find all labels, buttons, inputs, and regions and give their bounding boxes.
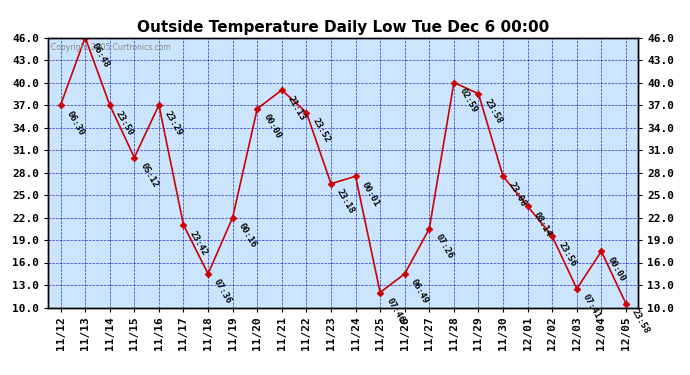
Point [375,290,386,296]
Point [448,80,460,86]
Text: 23:50: 23:50 [114,109,135,137]
Text: 23:58: 23:58 [630,308,651,336]
Point [571,286,582,292]
Text: 23:56: 23:56 [556,240,578,268]
Text: 07:26: 07:26 [433,233,455,261]
Title: Outside Temperature Daily Low Tue Dec 6 00:00: Outside Temperature Daily Low Tue Dec 6 … [137,20,549,35]
Point [424,226,435,232]
Point [546,233,558,239]
Text: 00:00: 00:00 [262,113,283,141]
Text: 00:16: 00:16 [237,222,258,249]
Text: 07:46: 07:46 [384,297,406,324]
Text: 00:00: 00:00 [606,255,627,283]
Text: 07:36: 07:36 [213,278,233,306]
Text: 00:01: 00:01 [359,180,381,208]
Text: 06:49: 06:49 [409,278,430,306]
Point [203,271,214,277]
Point [473,91,484,97]
Point [620,301,631,307]
Point [596,248,607,254]
Point [326,181,337,187]
Text: 23:08: 23:08 [507,180,529,208]
Text: 23:52: 23:52 [310,117,332,144]
Text: 23:29: 23:29 [163,109,184,137]
Point [55,102,66,108]
Text: 23:18: 23:18 [335,188,356,216]
Point [227,214,238,220]
Point [178,222,189,228]
Point [301,110,312,116]
Point [350,173,361,179]
Text: 06:48: 06:48 [89,42,110,69]
Text: 23:58: 23:58 [482,98,504,126]
Point [400,271,411,277]
Text: 06:30: 06:30 [65,109,86,137]
Text: 08:14: 08:14 [532,210,553,238]
Point [252,106,263,112]
Text: 21:13: 21:13 [286,94,307,122]
Point [104,102,115,108]
Text: 07:41: 07:41 [581,293,602,321]
Text: Copyright 2005 Curtronics.com: Copyright 2005 Curtronics.com [51,43,171,52]
Text: 02:59: 02:59 [458,87,480,114]
Point [522,203,533,209]
Point [153,102,164,108]
Point [276,87,287,93]
Point [497,173,509,179]
Text: 23:42: 23:42 [188,229,209,257]
Text: 05:12: 05:12 [139,162,159,189]
Point [79,34,90,40]
Point [129,154,140,160]
